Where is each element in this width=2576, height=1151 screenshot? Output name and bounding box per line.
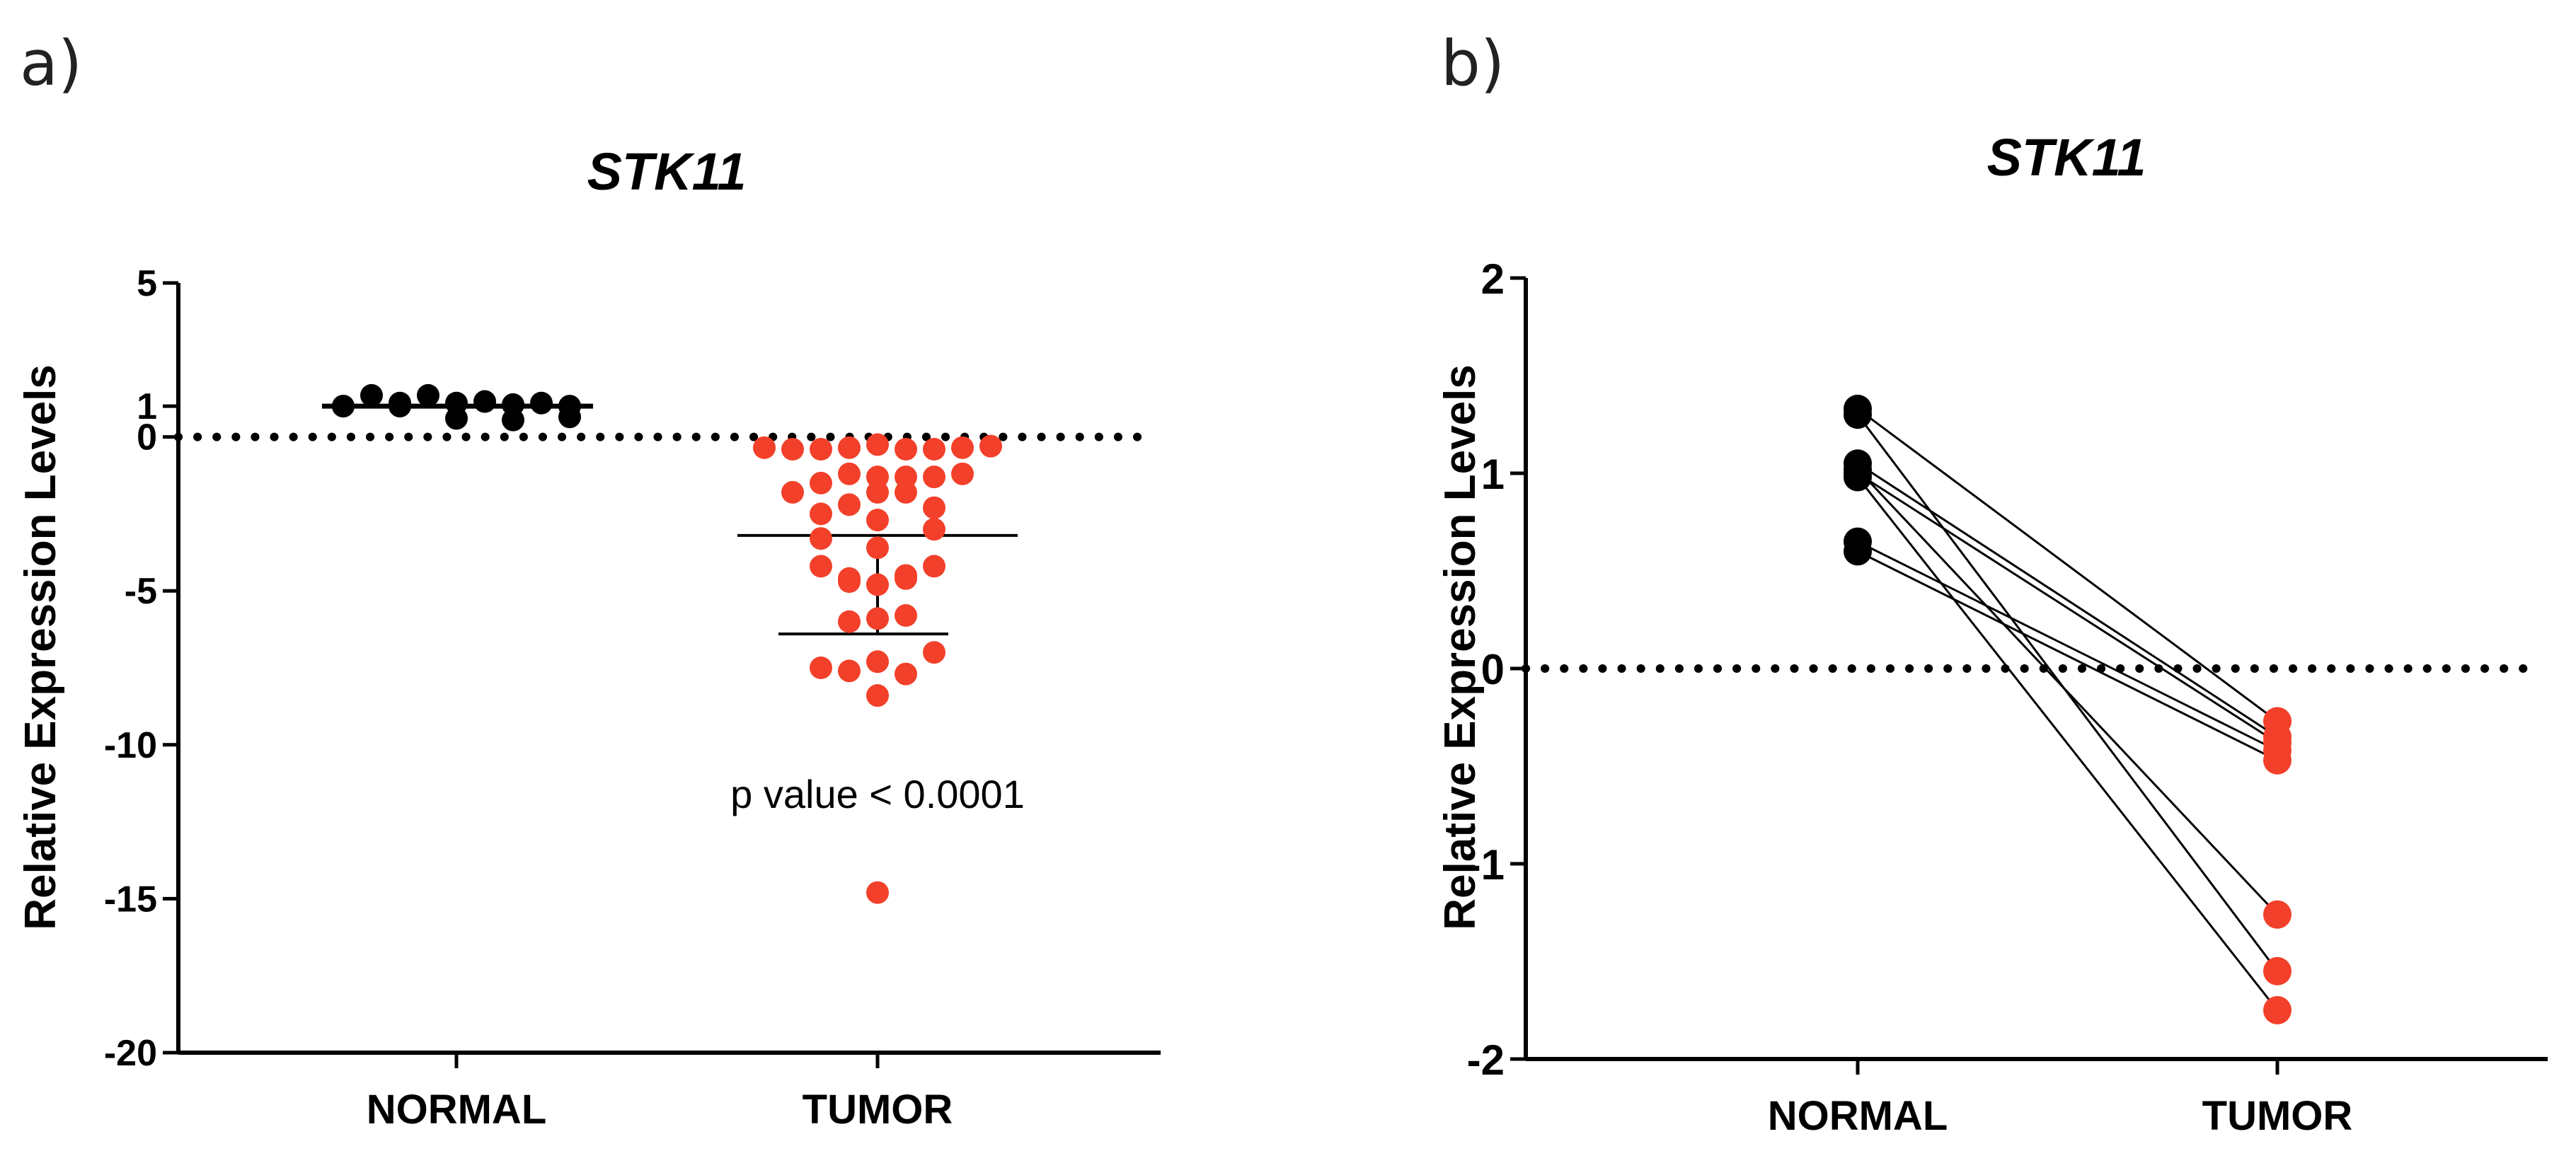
- panel-a-tumor-point: [923, 641, 945, 664]
- panel-a-normal-point: [558, 405, 581, 429]
- panel-a-tumor-point: [895, 480, 917, 504]
- panel-a-label: a): [20, 27, 82, 100]
- panel-b-pair-line: [1857, 462, 2278, 738]
- panel-a-p-value-annotation: p value < 0.0001: [730, 772, 1025, 816]
- panel-a-tumor-point: [838, 436, 861, 459]
- panel-a-y-tick-label: -20: [104, 1033, 157, 1074]
- panel-a-normal-point: [473, 390, 496, 413]
- panel-a-tumor-point: [810, 555, 832, 578]
- panel-a-y-tick-label: -15: [104, 879, 157, 920]
- panel-b-y-ticks: 2 1 0 -1 -2: [1467, 255, 1526, 1084]
- panel-a-normal-point: [502, 408, 524, 432]
- panel-a-tumor-point: [810, 657, 832, 679]
- panel-a-tumor-point: [866, 684, 889, 707]
- panel-a-normal-point: [360, 383, 383, 407]
- panel-b-title: STK11: [1987, 128, 2146, 187]
- panel-a-normal-point: [389, 395, 411, 418]
- panel-a-tumor-point: [895, 438, 917, 461]
- panel-a-tumor-point: [951, 436, 974, 459]
- panel-a-category-label: TUMOR: [803, 1087, 953, 1133]
- panel-a-tumor-point: [923, 438, 945, 461]
- panel-b-y-tick-label: 2: [1481, 255, 1505, 303]
- panel-a-tumor-point: [866, 573, 889, 596]
- panel-a-tumor-point: [810, 502, 832, 526]
- panel-b-x-ticks: NORMAL TUMOR: [1768, 1059, 2353, 1139]
- panel-b-pair-line: [1856, 476, 2279, 1011]
- panel-b-tumor-point: [2263, 728, 2292, 757]
- panel-a-y-axis-label: Relative Expression Levels: [16, 364, 65, 930]
- panel-b-pair-line: [1856, 468, 2279, 915]
- panel-a-tumor-point: [923, 555, 945, 578]
- panel-b: b) STK11 Relative Expression Levels 2 1 0 -…: [1436, 27, 2548, 1139]
- panel-a-tumor-point: [838, 659, 861, 683]
- panel-a-normal-point: [332, 395, 355, 418]
- panel-b-category-label: NORMAL: [1768, 1093, 1948, 1139]
- panel-a-normal-point: [417, 383, 439, 407]
- panel-a-y-tick-label: -5: [125, 571, 157, 612]
- panel-a-tumor-point: [951, 462, 974, 485]
- panel-a-tumor-point: [866, 650, 889, 673]
- panel-a-tumor-point: [753, 436, 776, 459]
- panel-a-tumor-point: [866, 607, 889, 630]
- panel-b-y-tick-label: 0: [1481, 646, 1505, 693]
- panel-a-y-tick-label: 1: [137, 386, 157, 427]
- panel-b-pair-line: [1857, 472, 2278, 744]
- panel-a-tumor-point: [866, 536, 889, 560]
- panel-a-tumor-point: [838, 462, 861, 485]
- panel-b-pair-line: [1857, 540, 2278, 752]
- panel-b-y-axis-label: Relative Expression Levels: [1436, 364, 1485, 930]
- panel-a-tumor-point: [895, 604, 917, 627]
- panel-a-y-tick-label: -10: [104, 725, 157, 766]
- panel-b-label: b): [1441, 27, 1505, 100]
- panel-b-normal-point: [1844, 537, 1872, 566]
- panel-a-tumor-point: [923, 496, 945, 519]
- panel-a: a) STK11 Relative Expression Levels 5 10 -…: [16, 27, 1161, 1133]
- panel-a-x-ticks: NORMAL TUMOR: [367, 1053, 953, 1133]
- panel-a-category-label: NORMAL: [367, 1087, 547, 1133]
- panel-a-tumor-point: [866, 881, 889, 904]
- panel-b-normal-point: [1844, 459, 1872, 487]
- panel-a-tumor-point: [866, 509, 889, 532]
- panel-b-y-tick-label: -2: [1467, 1036, 1505, 1084]
- panel-a-tumor-point: [979, 434, 1002, 458]
- panel-a-y-tick-label: 0: [137, 417, 157, 458]
- panel-b-tumor-point: [2263, 956, 2292, 985]
- panel-a-normal-point: [445, 407, 468, 430]
- panel-b-category-label: TUMOR: [2202, 1093, 2353, 1139]
- panel-b-y-tick-label: -1: [1467, 841, 1505, 889]
- panel-a-tumor-point: [923, 518, 945, 541]
- panel-b-points: [1844, 394, 2292, 1024]
- panel-b-pair-line: [1857, 407, 2278, 722]
- panel-b-pair-line: [1857, 550, 2278, 762]
- panel-a-tumor-point: [810, 471, 832, 494]
- panel-a-tumor-point: [781, 480, 804, 504]
- panel-b-pair-lines: [1856, 407, 2279, 1011]
- panel-a-tumor-point: [838, 570, 861, 594]
- panel-a-normal-point: [530, 391, 553, 415]
- panel-a-points: [322, 383, 1002, 904]
- panel-a-y-ticks: 5 10 -5 -10 -15 -20: [104, 263, 178, 1074]
- panel-a-tumor-point: [866, 480, 889, 504]
- panel-a-tumor-point: [923, 465, 945, 489]
- panel-a-tumor-point: [810, 527, 832, 550]
- panel-a-tumor-point: [810, 438, 832, 461]
- panel-a-tumor-point: [866, 433, 889, 456]
- panel-a-tumor-point: [895, 662, 917, 686]
- panel-a-title: STK11: [587, 142, 747, 201]
- panel-a-tumor-point: [838, 493, 861, 516]
- panel-b-tumor-point: [2263, 996, 2292, 1024]
- panel-b-y-tick-label: 1: [1481, 451, 1505, 498]
- panel-a-tumor-point: [895, 567, 917, 590]
- panel-a-y-tick-label: 5: [137, 263, 157, 304]
- panel-a-tumor-point: [781, 438, 804, 461]
- panel-b-tumor-point: [2263, 900, 2292, 929]
- panel-b-normal-point: [1844, 400, 1872, 429]
- panel-a-tumor-point: [838, 610, 861, 633]
